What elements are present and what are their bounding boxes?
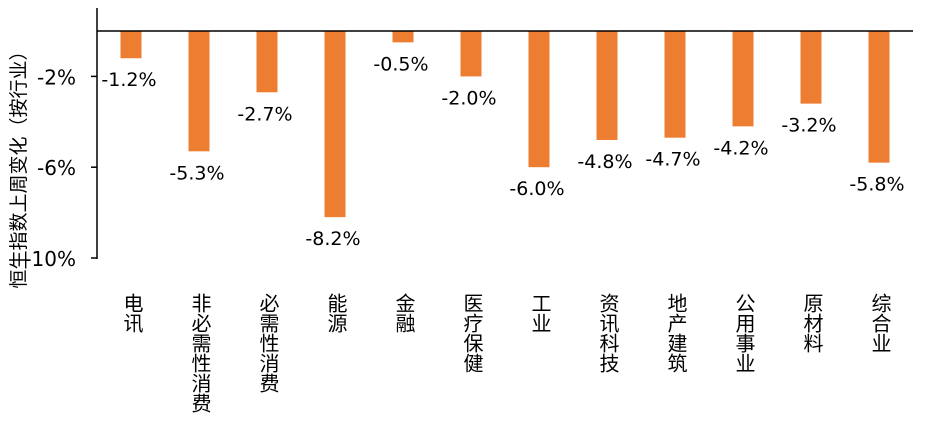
y-axis-title: 恒生指数上周变化（按行业） (8, 41, 30, 288)
bar (324, 31, 346, 218)
data-label: -3.2% (781, 115, 836, 137)
bar (460, 31, 482, 77)
data-label: -2.0% (441, 87, 496, 109)
data-label: -4.7% (645, 149, 700, 171)
bar (120, 31, 142, 59)
bar (596, 31, 618, 140)
category-label: 能源 (324, 293, 348, 333)
bar (868, 31, 890, 163)
y-tick-label: -6% (37, 156, 76, 180)
category-label: 电讯 (120, 293, 144, 333)
bar (800, 31, 822, 104)
y-axis: -2% -6% -10% (24, 8, 98, 271)
data-label: -4.2% (713, 137, 768, 159)
data-label: -5.3% (169, 162, 224, 184)
y-tick-label: -2% (37, 65, 76, 89)
data-label: -2.7% (237, 103, 292, 125)
category-label: 地产建筑 (664, 293, 688, 373)
bar-series: -1.2% -5.3% -2.7% -8.2% -0.5% -2.0% -6.0% -4.8%… (101, 31, 905, 250)
category-label: 综合业 (868, 293, 892, 353)
data-label: -1.2% (101, 69, 156, 91)
bar (392, 31, 414, 43)
category-label: 金融 (392, 293, 416, 333)
category-label: 公用事业 (732, 293, 756, 373)
category-label: 医疗保健 (460, 293, 484, 373)
category-label: 非必需性消费 (188, 293, 212, 413)
bar (256, 31, 278, 93)
data-label: -5.8% (849, 174, 904, 196)
y-tick-label: -10% (24, 247, 76, 271)
bar (732, 31, 754, 127)
x-axis: 电讯 非必需性消费 必需性消费 能源 金融 医疗保健 工业 资讯科技 地产建筑 公用事业 原材料 综合… (97, 30, 913, 413)
category-label: 工业 (528, 293, 552, 333)
category-label: 原材料 (800, 293, 824, 353)
category-label: 资讯科技 (596, 293, 620, 373)
bar (528, 31, 550, 168)
data-label: -0.5% (373, 53, 428, 75)
data-label: -8.2% (305, 228, 360, 250)
data-label: -4.8% (577, 151, 632, 173)
bar (664, 31, 686, 138)
bar (188, 31, 210, 152)
data-label: -6.0% (509, 178, 564, 200)
category-label: 必需性消费 (256, 293, 280, 393)
